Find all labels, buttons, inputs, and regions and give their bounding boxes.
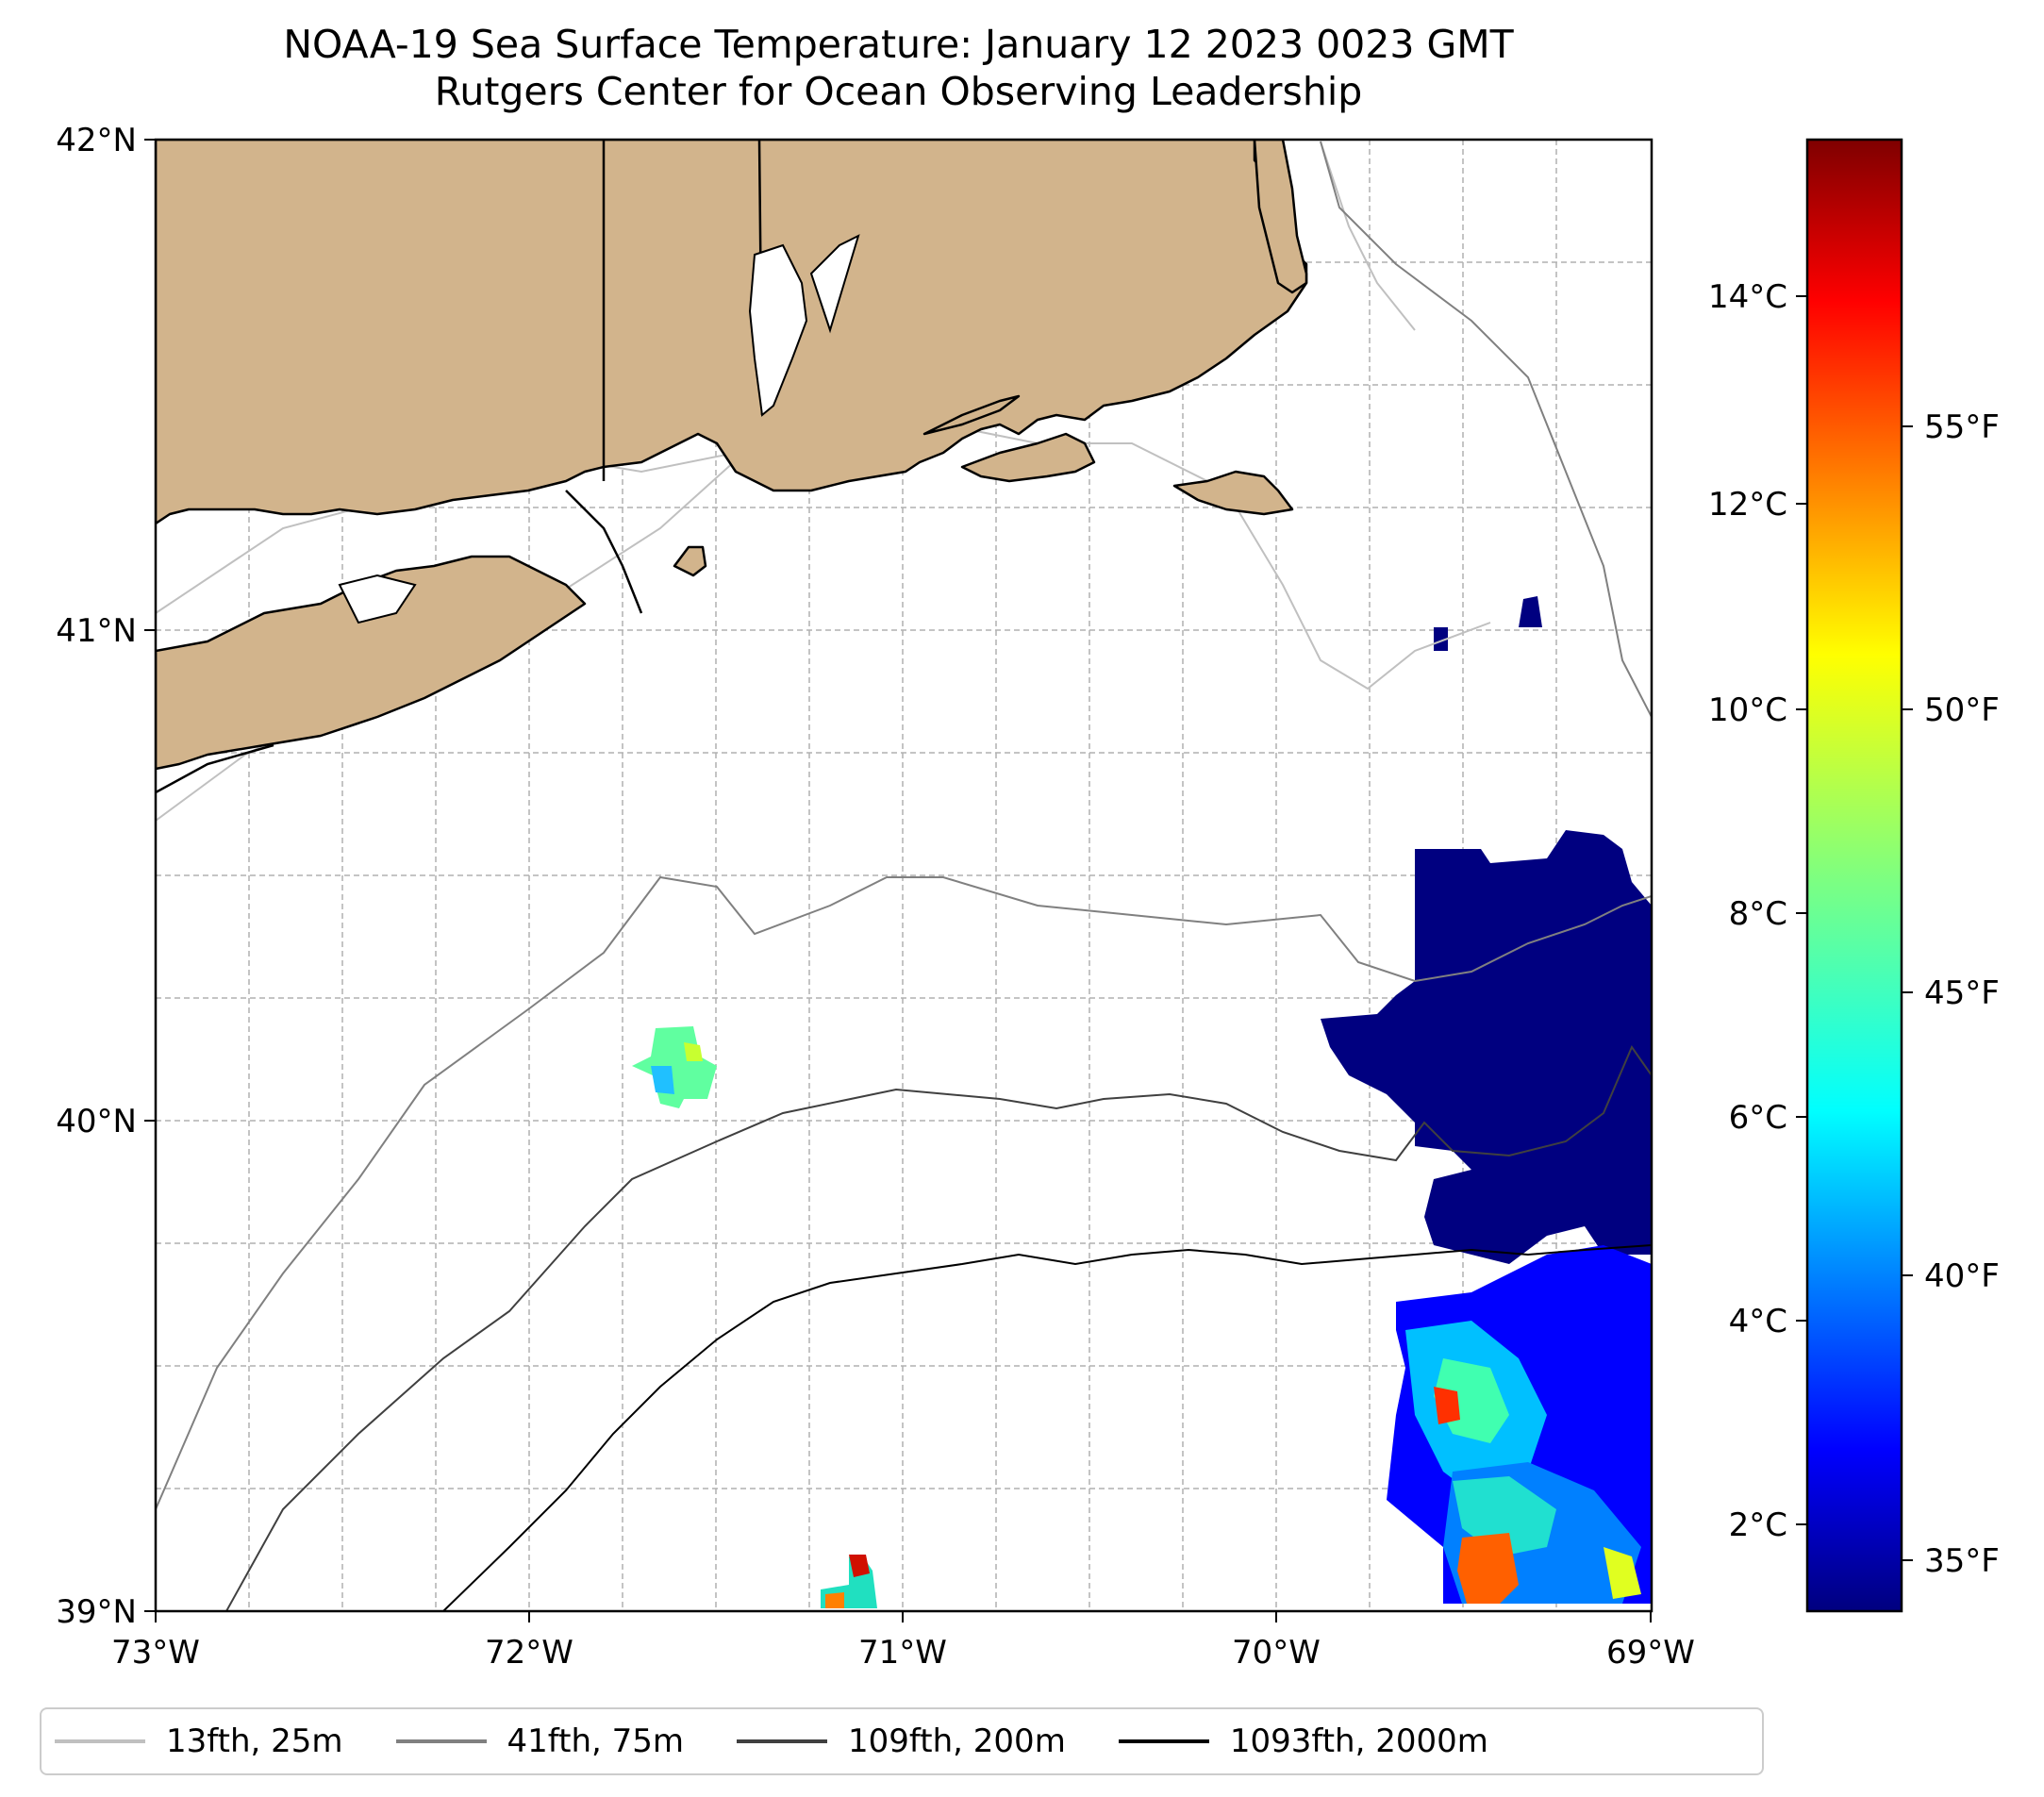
legend-item-200m: 109fth, 200m: [737, 1722, 1066, 1760]
bathy-2000m: [442, 1244, 1652, 1611]
colorbar-celsius-label: 12°C: [1708, 486, 1787, 524]
sst-patch-southeast-yellow: [1604, 1547, 1641, 1599]
y-tick-label: 40°N: [56, 1103, 137, 1140]
sst-patch-south-orange: [825, 1592, 844, 1608]
x-tick-label: 71°W: [858, 1634, 947, 1672]
sst-patch-offshore-mid-yellow: [684, 1042, 703, 1061]
bathy-75m: [156, 141, 1652, 1510]
title-line-1: NOAA-19 Sea Surface Temperature: January…: [283, 22, 1514, 67]
sst-patch-southeast-warm2: [1434, 1387, 1460, 1424]
x-tick-label: 69°W: [1606, 1634, 1695, 1672]
land-block-island: [673, 545, 707, 577]
inland-water: [338, 234, 860, 624]
legend-line-200m: [737, 1739, 828, 1743]
land-cape-cod: [1253, 140, 1308, 294]
y-tick-label: 41°N: [56, 612, 137, 650]
legend-label: 109fth, 200m: [848, 1722, 1066, 1760]
colorbar-fahrenheit-label: 35°F: [1924, 1542, 2000, 1580]
y-tick-label: 39°N: [56, 1593, 137, 1631]
colorbar-celsius-label: 14°C: [1708, 278, 1787, 316]
colorbar-fahrenheit-label: 45°F: [1924, 974, 2000, 1012]
y-axis: 42°N 41°N 40°N 39°N: [56, 122, 156, 1631]
colorbar-celsius-label: 8°C: [1729, 895, 1787, 933]
legend-line-2000m: [1118, 1739, 1209, 1743]
legend-item-75m: 41fth, 75m: [395, 1722, 685, 1760]
map-title: NOAA-19 Sea Surface Temperature: January…: [0, 21, 1797, 115]
sst-data: [632, 596, 1652, 1608]
legend-line-75m: [395, 1739, 487, 1743]
legend-label: 41fth, 75m: [507, 1722, 685, 1760]
colorbar-fahrenheit-label: 50°F: [1924, 691, 2000, 729]
y-tick-label: 42°N: [56, 122, 137, 159]
colorbar-celsius-label: 2°C: [1729, 1506, 1787, 1544]
colorbar-fahrenheit-label: 55°F: [1924, 408, 2000, 446]
colorbar: 14°C 12°C 10°C 8°C 6°C 4°C 2°C 55°F 50°F…: [1708, 138, 2000, 1613]
x-tick-label: 70°W: [1232, 1634, 1321, 1672]
land-mainland-new-england: [156, 140, 1308, 525]
land-marthas-vineyard: [960, 432, 1096, 483]
sst-patch-southeast-warm: [1457, 1533, 1519, 1604]
depth-legend: 13fth, 25m 41fth, 75m 109fth, 200m 1093f…: [40, 1707, 1764, 1775]
colorbar-celsius-label: 4°C: [1729, 1303, 1787, 1340]
legend-item-2000m: 1093fth, 2000m: [1118, 1722, 1488, 1760]
bathy-200m: [225, 1044, 1652, 1611]
colorbar-celsius-label: 10°C: [1708, 691, 1787, 729]
sst-patch-tiny-north: [1434, 596, 1542, 651]
sst-patch-southeast-green: [1434, 1358, 1509, 1443]
title-line-2: Rutgers Center for Ocean Observing Leade…: [434, 69, 1363, 114]
sst-patch-south-warm: [849, 1555, 870, 1577]
legend-label: 13fth, 25m: [166, 1722, 343, 1760]
land-nantucket: [1172, 470, 1294, 516]
sst-patch-offshore-mid-blue: [651, 1066, 674, 1094]
colorbar-fahrenheit-label: 40°F: [1924, 1257, 2000, 1295]
sst-patch-east-cold: [1321, 830, 1652, 1264]
colorbar-gradient: [1805, 138, 1903, 1613]
legend-line-25m: [55, 1739, 145, 1743]
x-axis: 73°W 72°W 71°W 70°W 69°W: [111, 1611, 1695, 1672]
x-tick-label: 73°W: [111, 1634, 200, 1672]
legend-label: 1093fth, 2000m: [1229, 1722, 1488, 1760]
colorbar-celsius-label: 6°C: [1729, 1099, 1787, 1137]
land-elizabeth-islands: [922, 394, 1021, 436]
x-tick-label: 72°W: [485, 1634, 573, 1672]
legend-item-25m: 13fth, 25m: [55, 1722, 343, 1760]
land: [156, 140, 1308, 771]
